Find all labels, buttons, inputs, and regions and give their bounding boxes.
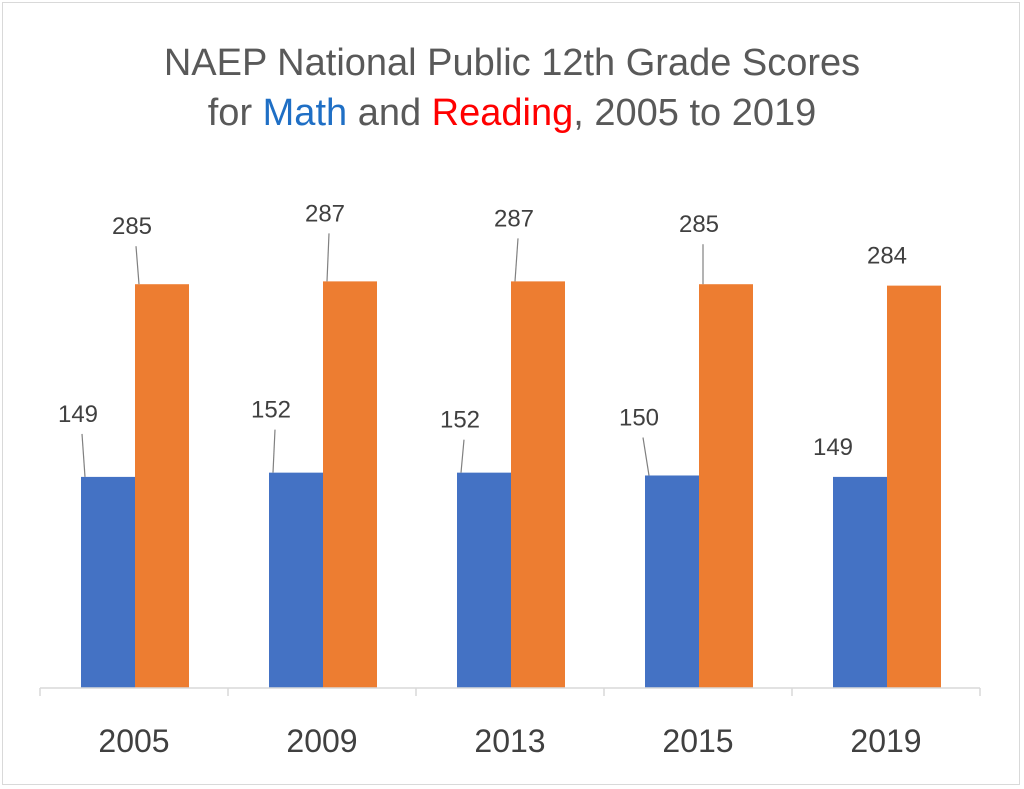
x-tick-label-2013: 2013 (474, 723, 545, 759)
bars-group (81, 281, 941, 688)
bar-reading-2005 (135, 284, 189, 688)
data-labels-group: 149 285 152 287 152 287 150 285 149 284 (58, 200, 907, 461)
data-label-math-2005: 149 (58, 401, 98, 428)
bar-reading-2015 (699, 284, 753, 688)
leader-line-reading-2009 (326, 233, 330, 282)
data-label-math-2015: 150 (619, 404, 659, 431)
data-label-math-2009: 152 (251, 397, 291, 424)
bar-math-2009 (269, 472, 323, 688)
data-label-reading-2009: 287 (305, 200, 345, 227)
x-tick-label-2015: 2015 (662, 723, 733, 759)
data-label-reading-2013: 287 (494, 205, 534, 232)
title-prefix: for (207, 92, 263, 134)
x-axis (39, 687, 981, 696)
x-tick-label-2019: 2019 (850, 723, 921, 759)
chart-title: NAEP National Public 12th Grade Scores f… (0, 38, 1024, 138)
title-suffix: , 2005 to 2019 (573, 92, 817, 134)
chart-title-line-2: for Math and Reading, 2005 to 2019 (0, 88, 1024, 138)
leader-line-math-2015 (642, 437, 650, 476)
bar-reading-2009 (323, 281, 377, 688)
data-label-math-2019: 149 (813, 434, 853, 461)
title-mid: and (347, 92, 432, 134)
leader-line-reading-2005 (135, 246, 140, 285)
bar-math-2005 (81, 476, 135, 688)
data-label-reading-2019: 284 (867, 243, 907, 270)
x-tick-labels-group: 2005 2009 2013 2015 2019 (98, 723, 921, 759)
leader-line-reading-2013 (514, 238, 519, 282)
data-label-reading-2015: 285 (679, 211, 719, 238)
title-math-word: Math (262, 92, 348, 134)
leader-line-math-2013 (460, 439, 465, 473)
leader-lines-group (81, 233, 704, 477)
bar-math-2015 (645, 475, 699, 688)
data-label-math-2013: 152 (440, 407, 480, 434)
leader-line-math-2009 (272, 429, 276, 473)
bar-reading-2019 (887, 285, 941, 688)
x-tick-label-2005: 2005 (98, 723, 169, 759)
data-label-reading-2005: 285 (112, 213, 152, 240)
leader-line-math-2005 (81, 433, 86, 477)
title-reading-word: Reading (431, 92, 574, 134)
chart-title-line-1: NAEP National Public 12th Grade Scores (163, 42, 861, 84)
bar-reading-2013 (511, 281, 565, 688)
bar-math-2019 (833, 476, 887, 688)
x-tick-label-2009: 2009 (286, 723, 357, 759)
bar-math-2013 (457, 472, 511, 688)
